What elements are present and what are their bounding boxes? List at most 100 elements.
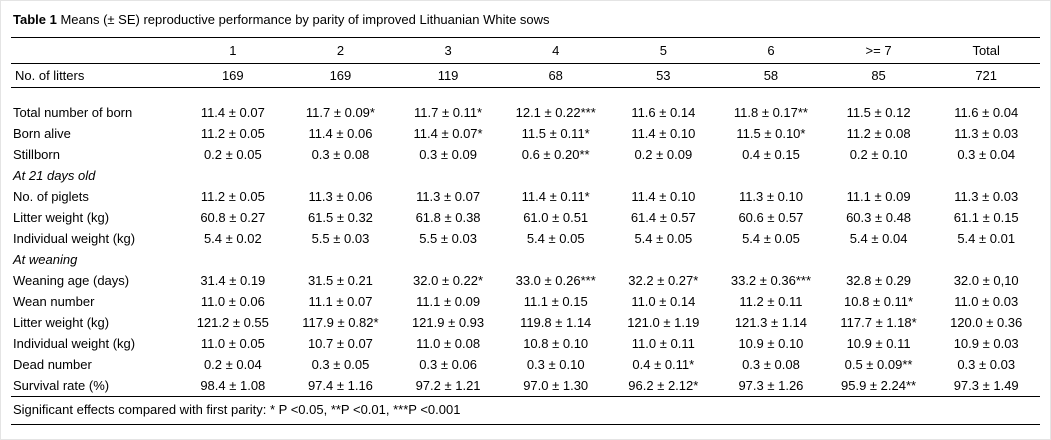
row-label: Individual weight (kg): [13, 231, 136, 246]
row-label: Weaning age (days): [13, 273, 130, 288]
table-caption: Table 1 Means (± SE) reproductive perfor…: [13, 11, 1040, 28]
table-cell: 60.8 ± 0.27: [200, 210, 266, 225]
table-cell: 31.4 ± 0.19: [200, 273, 266, 288]
table-cell: 97.4 ± 1.16: [307, 378, 373, 393]
table-cell: 60.6 ± 0.57: [738, 210, 804, 225]
table-cell: 5.4 ± 0.01: [957, 231, 1016, 246]
table-row: Litter weight (kg) 60.8 ± 0.27 61.5 ± 0.32…: [11, 207, 1040, 228]
table-cell: 0.2 ± 0.05: [203, 147, 262, 162]
table-cell: 0.3 ± 0.03: [957, 357, 1016, 372]
table-cell: 11.6 ± 0.14: [631, 105, 696, 120]
table-cell: 121.0 ± 1.19: [627, 315, 700, 330]
table-cell: 169: [329, 68, 352, 83]
table-cell: 0.3 ± 0.05: [311, 357, 370, 372]
table-row: No. of litters 169 169 119 68 53 58 85 721: [11, 64, 1040, 88]
table-cell: 5.4 ± 0.05: [526, 231, 585, 246]
table-cell: 5.4 ± 0.05: [634, 231, 693, 246]
table-cell: 0.3 ± 0.09: [419, 147, 477, 162]
row-label: Born alive: [13, 126, 71, 141]
row-label: No. of litters: [15, 68, 85, 83]
table-cell: 98.4 ± 1.08: [200, 378, 266, 393]
table-cell: 97.0 ± 1.30: [523, 378, 589, 393]
table-cell: 33.2 ± 0.36***: [730, 273, 811, 288]
table-cell: 11.8 ± 0.17**: [733, 105, 808, 120]
section-label: At 21 days old: [13, 168, 96, 183]
table-row: Litter weight (kg) 121.2 ± 0.55 117.9 ± 0.…: [11, 312, 1040, 333]
table-cell: 0.3 ± 0.10: [526, 357, 585, 372]
table-cell: 119.8 ± 1.14: [520, 315, 592, 330]
row-label: Litter weight (kg): [13, 210, 110, 225]
column-header: 4: [552, 43, 560, 58]
table-cell: 11.1 ± 0.09: [416, 294, 481, 309]
row-label: Individual weight (kg): [13, 336, 136, 351]
header-row: 1 2 3 4 5 6 >= 7 Total: [11, 37, 1040, 64]
table-cell: 61.8 ± 0.38: [415, 210, 481, 225]
table-cell: 11.3 ± 0.07: [416, 189, 481, 204]
table-cell: 11.0 ± 0.14: [631, 294, 696, 309]
table-cell: 11.1 ± 0.09: [846, 189, 911, 204]
table-body: No. of litters 169 169 119 68 53 58 85 721 Total …: [11, 64, 1040, 397]
column-header: >= 7: [865, 43, 892, 58]
table-row: Survival rate (%) 98.4 ± 1.08 97.4 ± 1.16 9…: [11, 375, 1040, 397]
table-cell: 117.7 ± 1.18*: [840, 315, 917, 330]
column-header: 6: [767, 43, 775, 58]
table-cell: 721: [975, 68, 998, 83]
table-cell: 11.0 ± 0.03: [954, 294, 1019, 309]
table-cell: 11.2 ± 0.08: [846, 126, 911, 141]
table-cell: 5.4 ± 0.04: [849, 231, 908, 246]
table-cell: 33.0 ± 0.26***: [515, 273, 596, 288]
table-cell: 11.2 ± 0.05: [200, 189, 265, 204]
table-cell: 97.3 ± 1.26: [738, 378, 804, 393]
table-cell: 32.8 ± 0.29: [846, 273, 912, 288]
table-cell: 11.7 ± 0.09*: [305, 105, 375, 120]
table-cell: 11.4 ± 0.10: [631, 126, 696, 141]
table-cell: 10.8 ± 0.10: [523, 336, 589, 351]
table-cell: 11.4 ± 0.10: [631, 189, 696, 204]
table-cell: 5.5 ± 0.03: [419, 231, 477, 246]
table-cell: 32.0 ± 0,10: [953, 273, 1019, 288]
table-cell: 31.5 ± 0.21: [307, 273, 373, 288]
table-cell: 11.0 ± 0.06: [200, 294, 265, 309]
table-cell: 119: [437, 68, 459, 83]
table-cell: 11.2 ± 0.05: [200, 126, 265, 141]
table-cell: 11.2 ± 0.11: [739, 294, 803, 309]
table-row: Dead number 0.2 ± 0.04 0.3 ± 0.05 0.3 ± 0.0…: [11, 354, 1040, 375]
table-cell: 95.9 ± 2.24**: [841, 378, 917, 393]
table-cell: 10.7 ± 0.07: [307, 336, 373, 351]
column-header: 3: [444, 43, 452, 58]
table-cell: 5.4 ± 0.02: [203, 231, 262, 246]
table-title-text: Means (± SE) reproductive performance by…: [60, 12, 550, 27]
table-cell: 10.8 ± 0.11*: [844, 294, 914, 309]
section-label: At weaning: [13, 252, 78, 267]
table-cell: 0.5 ± 0.09**: [844, 357, 913, 372]
table-cell: 11.1 ± 0.15: [523, 294, 588, 309]
table-cell: 0.3 ± 0.04: [957, 147, 1016, 162]
table-cell: 61.4 ± 0.57: [630, 210, 696, 225]
table-cell: 0.3 ± 0.08: [742, 357, 800, 372]
table-cell: 68: [548, 68, 563, 83]
table-row: Individual weight (kg) 11.0 ± 0.05 10.7 ± …: [11, 333, 1040, 354]
table-cell: 0.2 ± 0.04: [203, 357, 262, 372]
table-row: Born alive 11.2 ± 0.05 11.4 ± 0.06 11.4 ± 0…: [11, 123, 1040, 144]
row-label: Survival rate (%): [13, 378, 110, 393]
table-cell: 120.0 ± 0.36: [950, 315, 1023, 330]
table-cell: 11.4 ± 0.07*: [413, 126, 483, 141]
table-cell: 11.4 ± 0.06: [308, 126, 373, 141]
table-cell: 0.4 ± 0.15: [742, 147, 800, 162]
spacer-row: [11, 88, 1040, 103]
table-cell: 58: [763, 68, 779, 83]
table-cell: 32.0 ± 0.22*: [413, 273, 484, 288]
table-cell: 0.2 ± 0.09: [634, 147, 693, 162]
table-cell: 11.5 ± 0.12: [846, 105, 911, 120]
table-cell: 11.1 ± 0.07: [308, 294, 373, 309]
column-header: Total: [972, 43, 1000, 58]
table-cell: 11.5 ± 0.11*: [521, 126, 590, 141]
table-cell: 85: [871, 68, 886, 83]
table-cell: 11.0 ± 0.11: [631, 336, 695, 351]
row-label: No. of piglets: [13, 189, 89, 204]
table-row: No. of piglets 11.2 ± 0.05 11.3 ± 0.06 11.3…: [11, 186, 1040, 207]
table-number: Table 1: [13, 12, 57, 27]
table-cell: 11.3 ± 0.06: [308, 189, 373, 204]
table-cell: 11.6 ± 0.04: [954, 105, 1019, 120]
